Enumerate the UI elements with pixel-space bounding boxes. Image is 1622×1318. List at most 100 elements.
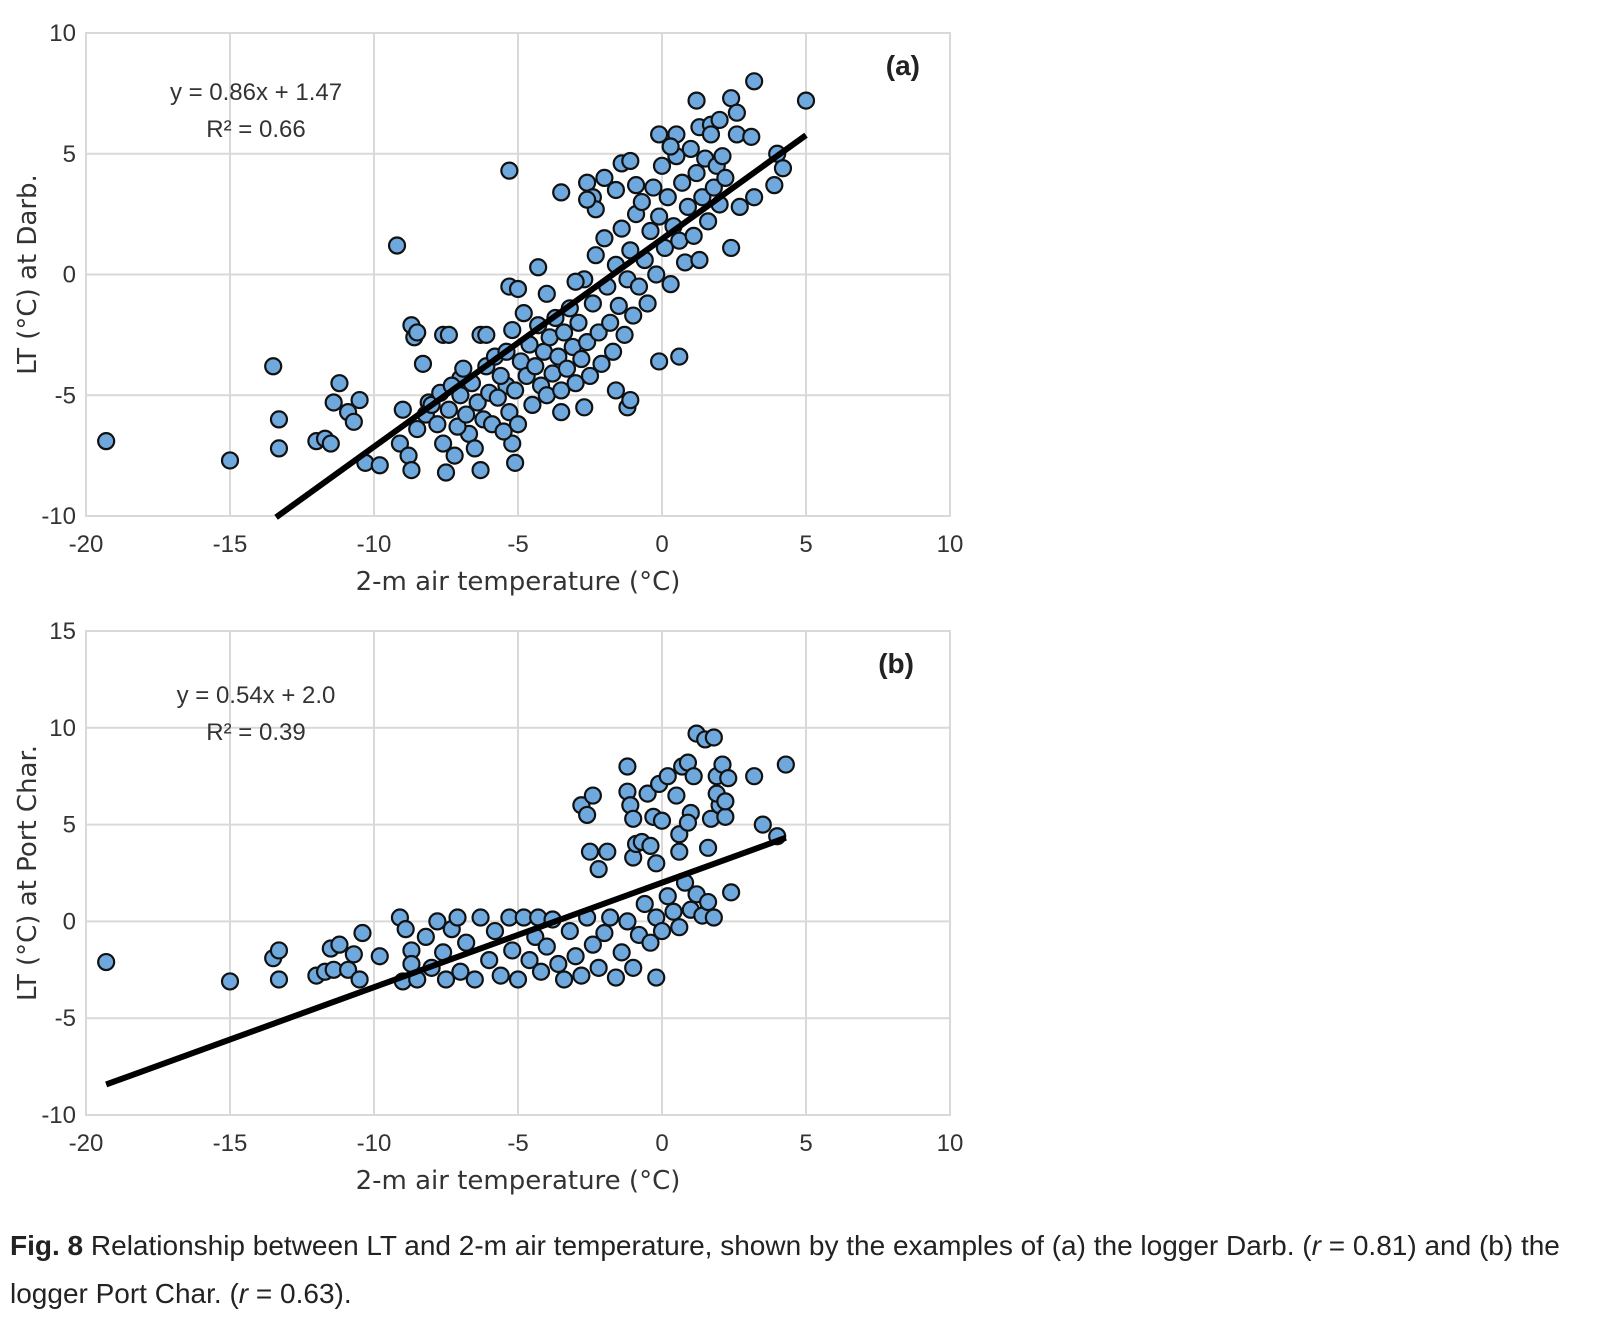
panel-a-data-point xyxy=(503,320,522,340)
panel-a-x-tick-label: -5 xyxy=(507,531,528,558)
panel-b-data-point xyxy=(641,836,660,855)
panel-a-data-point xyxy=(621,151,640,171)
panel-a-data-point xyxy=(661,137,680,156)
panel-b-data-point xyxy=(612,943,631,962)
panel-b-data-point xyxy=(491,966,510,985)
panel-b-data-point xyxy=(722,883,741,902)
panel-b-data-point xyxy=(635,894,654,914)
panel-a-data-point xyxy=(477,325,496,344)
panel-a-data-point xyxy=(566,272,585,291)
panel-b-data-point xyxy=(647,968,666,987)
panel-b-data-point xyxy=(745,767,764,786)
panel-a-data-point xyxy=(601,313,620,332)
panel-a-data-point xyxy=(390,434,410,453)
panel-a-label: (a) xyxy=(886,50,920,81)
panel-a-data-point xyxy=(586,246,605,265)
panel-a-data-point xyxy=(698,212,718,231)
panel-a-y-tick-label: -5 xyxy=(55,382,76,409)
panel-b-data-point xyxy=(531,962,551,981)
panel-a-data-point xyxy=(393,400,412,419)
panel-a-data-point xyxy=(321,434,340,453)
panel-a-data-point xyxy=(727,125,746,144)
panel-a-data-point xyxy=(454,359,473,378)
panel-b-data-point xyxy=(269,970,289,989)
panel-a-y-tick-label: 10 xyxy=(49,20,76,47)
panel-b-data-point xyxy=(537,937,556,956)
panel-a-data-point xyxy=(448,417,467,436)
panel-a-data-point xyxy=(506,453,525,472)
panel-a-x-tick-label: 10 xyxy=(937,531,964,558)
panel-a-data-point xyxy=(658,188,677,207)
panel-a-data-point xyxy=(370,456,389,475)
panel-b-data-point xyxy=(684,767,703,786)
panel-a-data-point xyxy=(523,395,542,415)
panel-b-data-point xyxy=(652,811,672,830)
panel-b-x-tick-label: 0 xyxy=(655,1130,668,1157)
panel-a-data-point xyxy=(500,161,519,180)
panel-a-data-point xyxy=(641,221,660,241)
caption-r-symbol: r xyxy=(1311,1230,1321,1261)
panel-a-r-squared: R² = 0.66 xyxy=(206,116,305,143)
panel-b-data-point xyxy=(776,755,795,774)
panel-b-data-point xyxy=(606,968,626,987)
panel-b-data-point xyxy=(520,951,539,970)
panel-a-data-point xyxy=(592,354,611,373)
panel-b-data-point xyxy=(716,792,735,811)
panel-b-x-tick-label: -15 xyxy=(213,1130,248,1157)
panel-a-data-point xyxy=(554,323,574,342)
panel-a-x-tick-label: -15 xyxy=(213,531,248,558)
caption-label: Fig. 8 xyxy=(10,1230,84,1261)
panel-a-data-point xyxy=(552,381,571,400)
panel-b-trendline xyxy=(105,834,787,1088)
panel-a-data-point xyxy=(773,159,793,178)
panel-a-data-point xyxy=(742,127,761,146)
panel-b-data-point xyxy=(566,947,585,966)
panel-a-data-point xyxy=(638,294,657,313)
panel-a-data-point xyxy=(710,110,729,130)
panel-b-data-point xyxy=(480,951,499,970)
panel-b-data-point xyxy=(338,960,358,979)
panel-a-data-point xyxy=(650,207,669,226)
panel-b-data-point xyxy=(678,813,698,832)
panel-a-data-point xyxy=(494,422,513,441)
panel-a-data-point xyxy=(413,354,433,373)
panel-b-data-point xyxy=(670,842,689,861)
panel-a-data-point xyxy=(575,398,594,417)
panel-b-data-point xyxy=(647,854,666,873)
panel-b-data-point xyxy=(618,757,637,776)
panel-b-y-tick-label: 0 xyxy=(63,908,76,935)
panel-a-data-point xyxy=(673,173,692,192)
panel-b-data-point xyxy=(269,941,289,960)
panel-b-data-point xyxy=(698,838,718,857)
panel-a-data-point xyxy=(675,253,695,272)
panel-a-data-point xyxy=(580,366,600,386)
panel-b-data-point xyxy=(589,860,608,879)
panel-a-data-point xyxy=(609,296,628,315)
panel-b-data-point xyxy=(508,970,528,989)
panel-a-data-point xyxy=(408,323,427,342)
panel-a-data-point xyxy=(552,183,571,202)
panel-a-data-point xyxy=(491,366,510,386)
panel-a-x-tick-label: 0 xyxy=(655,531,668,558)
panel-a-data-point xyxy=(330,374,349,393)
panel-b-data-point xyxy=(598,842,617,861)
panel-a-data-point xyxy=(457,405,476,424)
panel-b-data-point xyxy=(578,805,597,825)
caption-r-symbol-2: r xyxy=(238,1278,249,1309)
panel-b-x-tick-label: 5 xyxy=(799,1130,812,1157)
panel-a-data-point xyxy=(652,156,672,175)
panel-b-data-point xyxy=(457,933,476,952)
panel-a-data-point xyxy=(439,325,458,344)
figure-8-charts: -20 -15 -10 -5 0 5 10 -10 -5 0 5 10 y = 0.86x + 1.47… xyxy=(13,20,964,1196)
panel-a-data-point xyxy=(612,219,631,238)
panel-b-data-point xyxy=(658,887,677,906)
panel-a-data-point xyxy=(506,381,525,400)
panel-a-data-point xyxy=(615,325,634,344)
panel-a-data-point xyxy=(690,250,709,270)
panel-b-data-point xyxy=(220,972,240,991)
panel-a-data-point xyxy=(701,125,721,144)
panel-b-data-point xyxy=(485,921,505,941)
panel-a-data-point xyxy=(514,304,533,323)
panel-a-data-point xyxy=(350,390,369,410)
panel-a-data-point xyxy=(529,258,548,277)
